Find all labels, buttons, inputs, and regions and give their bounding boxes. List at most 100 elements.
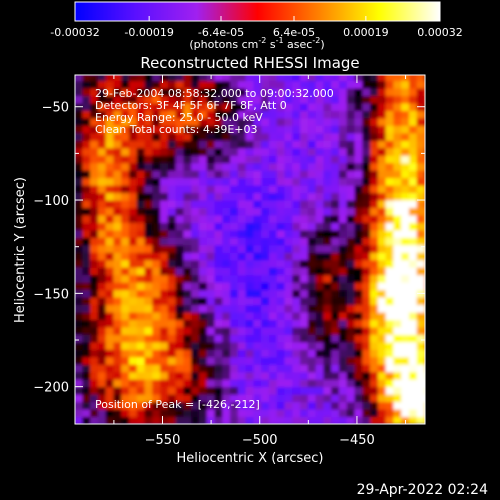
heatmap-cell xyxy=(113,184,123,194)
heatmap-cell xyxy=(315,162,325,171)
heatmap-cell xyxy=(121,87,130,97)
heatmap-cell xyxy=(128,184,138,194)
heatmap-cell xyxy=(206,326,216,335)
heatmap-cell xyxy=(222,251,232,261)
heatmap-cell xyxy=(230,132,239,141)
heatmap-cell xyxy=(90,102,99,111)
heatmap-cell xyxy=(323,154,333,164)
heatmap-cell xyxy=(276,251,286,261)
heatmap-cell xyxy=(424,304,425,313)
heatmap-cell xyxy=(222,333,232,343)
heatmap-cell xyxy=(268,95,278,104)
heatmap-cell xyxy=(338,102,348,111)
heatmap-cell xyxy=(90,117,99,126)
heatmap-cell xyxy=(401,333,410,343)
heatmap-cell xyxy=(253,95,263,104)
heatmap-cell xyxy=(160,75,169,82)
heatmap-cell xyxy=(377,318,387,328)
heatmap-cell xyxy=(113,371,123,380)
heatmap-cell xyxy=(191,304,200,313)
heatmap-cell xyxy=(198,371,208,380)
heatmap-cell xyxy=(245,80,255,89)
heatmap-cell xyxy=(222,109,232,119)
heatmap-cell xyxy=(261,162,270,171)
heatmap-cell xyxy=(354,75,364,82)
heatmap-cell xyxy=(292,221,302,231)
heatmap-cell xyxy=(245,274,255,283)
heatmap-cell xyxy=(206,356,216,365)
heatmap-cell xyxy=(315,184,325,194)
heatmap-cell xyxy=(214,401,224,410)
heatmap-cell xyxy=(128,87,138,97)
heatmap-cell xyxy=(292,386,302,395)
heatmap-cell xyxy=(315,326,325,335)
heatmap-cell xyxy=(214,102,224,111)
heatmap-cell xyxy=(191,80,200,89)
heatmap-cell xyxy=(198,296,208,306)
heatmap-cell xyxy=(323,221,333,231)
heatmap-cell xyxy=(75,154,84,164)
heatmap-cell xyxy=(292,371,302,380)
heatmap-cell xyxy=(222,304,232,313)
heatmap-cell xyxy=(416,356,425,365)
heatmap-cell xyxy=(377,281,387,291)
heatmap-cell xyxy=(385,154,395,164)
heatmap-cell xyxy=(245,408,255,418)
heatmap-cell xyxy=(191,311,200,320)
heatmap-cell xyxy=(300,393,309,403)
heatmap-cell xyxy=(362,408,372,418)
heatmap-cell xyxy=(323,348,333,358)
heatmap-cell xyxy=(338,139,348,149)
heatmap-cell xyxy=(377,244,387,253)
heatmap-cell xyxy=(128,281,138,291)
heatmap-cell xyxy=(377,124,387,134)
heatmap-cell xyxy=(424,124,425,134)
heatmap-cell xyxy=(370,199,379,209)
heatmap-cell xyxy=(385,109,395,119)
heatmap-cell xyxy=(113,348,123,358)
heatmap-cell xyxy=(284,124,294,134)
heatmap-cell xyxy=(377,251,387,261)
heatmap-cell xyxy=(300,162,309,171)
heatmap-cell xyxy=(90,154,99,164)
heatmap-cell xyxy=(300,192,309,201)
heatmap-cell xyxy=(276,318,286,328)
heatmap-cell xyxy=(160,311,169,320)
heatmap-cell xyxy=(144,192,154,201)
heatmap-cell xyxy=(121,251,130,261)
heatmap-cell xyxy=(144,75,154,82)
heatmap-cell xyxy=(385,80,395,89)
heatmap-cell xyxy=(385,259,395,268)
heatmap-cell xyxy=(276,139,286,149)
heatmap-cell xyxy=(346,162,356,171)
heatmap-cell xyxy=(97,87,107,97)
heatmap-cell xyxy=(198,266,208,276)
heatmap-cell xyxy=(82,356,92,365)
heatmap-cell xyxy=(338,378,348,388)
heatmap-cell xyxy=(315,236,325,246)
heatmap-cell xyxy=(128,289,138,298)
heatmap-cell xyxy=(82,386,92,395)
heatmap-cell xyxy=(152,147,162,156)
heatmap-cell xyxy=(152,281,162,291)
heatmap-cell xyxy=(144,378,154,388)
heatmap-cell xyxy=(175,177,185,186)
heatmap-cell xyxy=(331,326,340,335)
heatmap-cell xyxy=(237,378,247,388)
heatmap-cell xyxy=(206,408,216,418)
heatmap-cell xyxy=(377,274,387,283)
heatmap-cell xyxy=(268,259,278,268)
heatmap-cell xyxy=(183,348,193,358)
heatmap-cell xyxy=(121,229,130,238)
heatmap-cell xyxy=(261,259,270,268)
heatmap-cell xyxy=(160,132,169,141)
heatmap-cell xyxy=(354,378,364,388)
heatmap-cell xyxy=(191,251,200,261)
heatmap-cell xyxy=(183,371,193,380)
heatmap-cell xyxy=(75,401,84,410)
heatmap-cell xyxy=(183,132,193,141)
heatmap-cell xyxy=(292,236,302,246)
heatmap-cell xyxy=(276,184,286,194)
heatmap-cell xyxy=(175,244,185,253)
heatmap-cell xyxy=(268,281,278,291)
